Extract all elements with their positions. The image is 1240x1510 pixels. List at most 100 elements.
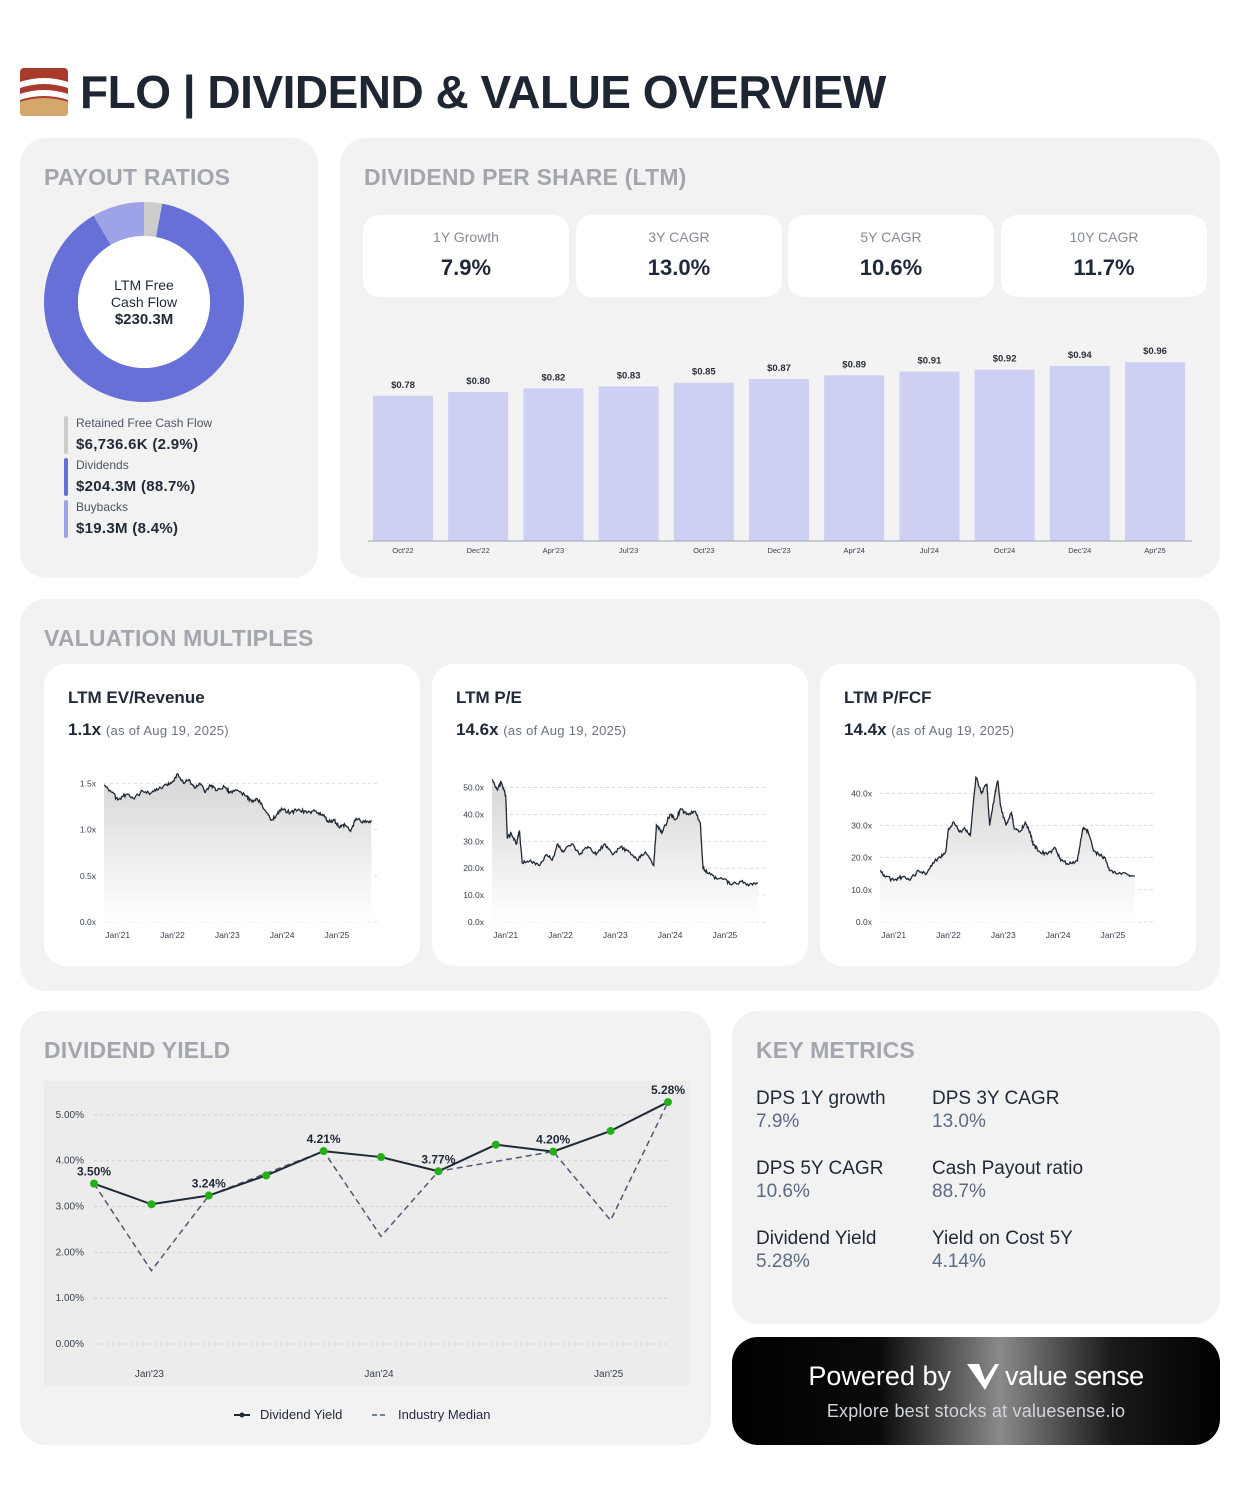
y-tick-label: 40.0x — [463, 809, 485, 819]
area-line — [879, 775, 1136, 883]
x-tick-label: Jan'22 — [936, 930, 961, 940]
stat-3y-cagr: 3Y CAGR 13.0% — [576, 215, 782, 297]
powered-by-banner[interactable]: Powered by value sense Explore best stoc… — [732, 1337, 1220, 1445]
dps-bar — [974, 369, 1035, 541]
dividend-yield-point — [377, 1153, 385, 1162]
legend-item-dividends: Dividends $204.3M (88.7%) — [64, 458, 212, 500]
yield-y-tick: 2.00% — [56, 1247, 84, 1258]
dps-bar — [448, 392, 509, 541]
dps-x-tick: Jul'24 — [920, 546, 939, 555]
key-metrics-card: KEY METRICS DPS 1Y growth 7.9% DPS 3Y CA… — [732, 1011, 1220, 1324]
yield-section-title: DIVIDEND YIELD — [44, 1037, 231, 1063]
page-title: FLO | DIVIDEND & VALUE OVERVIEW — [80, 66, 886, 118]
yield-y-tick: 3.00% — [56, 1202, 84, 1213]
dps-bar-label: $0.96 — [1143, 346, 1167, 357]
dividend-yield-chart: 0.00% 1.00% 2.00% 3.00% 4.00% 5.00% Jan'23 Jan'… — [44, 1081, 690, 1422]
y-tick-label: 30.0x — [851, 820, 873, 830]
area-fill — [880, 777, 1135, 922]
x-tick-label: Jan'22 — [160, 930, 185, 940]
dps-x-tick: Apr'23 — [543, 546, 564, 555]
donut-slice-buybacks — [93, 202, 144, 245]
dividend-yield-point — [262, 1171, 271, 1180]
donut-hole — [78, 236, 210, 368]
dps-bar-label: $0.82 — [542, 372, 566, 383]
dps-x-tick: Apr'24 — [843, 546, 864, 555]
metric-yield-on-cost-5y: Yield on Cost 5Y 4.14% — [932, 1228, 1107, 1273]
valuation-multiples-card: VALUATION MULTIPLES LTM EV/Revenue 1.1x … — [20, 599, 1220, 991]
x-tick-label: Jan'21 — [105, 930, 130, 940]
donut-center-line2: Cash Flow — [110, 293, 178, 310]
metric-cash-payout-ratio: Cash Payout ratio 88.7% — [932, 1158, 1107, 1203]
yield-y-tick: 1.00% — [56, 1293, 84, 1304]
metric-dps-3y-cagr: DPS 3Y CAGR 13.0% — [932, 1088, 1107, 1133]
stat-value: 10.6% — [859, 255, 923, 280]
legend-swatch — [64, 500, 68, 538]
stat-label: 5Y CAGR — [860, 229, 922, 245]
metric-value: 5.28% — [756, 1251, 810, 1272]
powered-tagline: Explore best stocks at valuesense.io — [826, 1401, 1126, 1421]
legend-swatch — [64, 416, 68, 454]
stat-value: 7.9% — [440, 255, 492, 280]
yield-plot-bg — [44, 1081, 690, 1386]
x-tick-label: Jan'22 — [548, 930, 573, 940]
dps-bar — [523, 388, 584, 541]
metric-dps-1y-growth: DPS 1Y growth 7.9% — [756, 1088, 931, 1133]
industry-median-line — [93, 1101, 669, 1272]
dps-bar-chart: $0.78 Oct'22 $0.80 Dec'22 $0.82 Apr'23 $0.83 Ju… — [364, 321, 1196, 561]
mult-title: LTM P/E — [456, 688, 522, 707]
dps-bar-label: $0.80 — [466, 376, 490, 387]
dividend-yield-card: DIVIDEND YIELD 0.00% 1.00% 2.00% 3.00% 4.00%… — [20, 1011, 711, 1445]
dps-section-title: DIVIDEND PER SHARE (LTM) — [364, 164, 687, 190]
dividend-yield-point — [319, 1147, 328, 1156]
metric-label: Dividend Yield — [756, 1228, 877, 1249]
legend-swatch — [64, 458, 68, 496]
stat-value: 11.7% — [1073, 255, 1135, 280]
stat-label: 3Y CAGR — [648, 229, 710, 245]
metric-label: DPS 1Y growth — [756, 1088, 886, 1109]
dps-x-tick: Dec'22 — [467, 546, 490, 555]
pfcf-card: LTM P/FCF 14.4x (as of Aug 19, 2025) 0.0… — [820, 664, 1196, 966]
dps-bar-label: $0.91 — [918, 356, 942, 367]
x-tick-label: Jan'25 — [325, 930, 350, 940]
y-tick-label: 40.0x — [851, 788, 873, 798]
yield-x-tick: Jan'25 — [594, 1369, 624, 1380]
y-tick-label: 1.0x — [80, 825, 97, 835]
donut-center-label: LTM Free Cash Flow $230.3M — [44, 202, 244, 402]
dps-bar — [749, 379, 809, 541]
payout-ratios-card: PAYOUT RATIOS LTM Free Cash Flow $230.3M… — [20, 138, 318, 578]
metric-value: 7.9% — [756, 1111, 800, 1132]
x-tick-label: Jan'25 — [713, 930, 738, 940]
dividend-yield-label: 4.21% — [307, 1132, 341, 1146]
dividend-yield-point — [90, 1179, 98, 1188]
legend-item-retained: Retained Free Cash Flow $6,736.6K (2.9%) — [64, 416, 212, 458]
stat-5y-cagr: 5Y CAGR 10.6% — [788, 215, 994, 297]
legend-label: Dividends — [76, 458, 129, 472]
legend-label-industry-median: Industry Median — [398, 1407, 491, 1422]
dividend-yield-point — [434, 1167, 443, 1176]
stat-1y-growth: 1Y Growth 7.9% — [363, 215, 569, 297]
yield-legend: Dividend Yield Industry Median — [234, 1407, 491, 1422]
pe-card: LTM P/E 14.6x (as of Aug 19, 2025) 0.0x 1… — [432, 664, 808, 966]
legend-label-dividend-yield: Dividend Yield — [260, 1407, 342, 1422]
flowers-foods-logo-icon — [20, 68, 68, 116]
yield-y-tick: 0.00% — [56, 1339, 84, 1350]
metrics-section-title: KEY METRICS — [756, 1037, 915, 1063]
dps-x-tick: Oct'23 — [693, 546, 714, 555]
dps-x-tick: Dec'23 — [767, 546, 790, 555]
stat-label: 1Y Growth — [433, 229, 499, 245]
dividend-yield-label: 3.50% — [77, 1165, 111, 1179]
dps-bar — [373, 395, 433, 541]
x-tick-label: Jan'23 — [991, 930, 1016, 940]
dividend-yield-point — [549, 1147, 558, 1156]
yield-x-tick: Jan'24 — [364, 1369, 394, 1380]
dps-bar — [673, 382, 734, 541]
area-fill — [492, 779, 758, 922]
ev-revenue-chart: 0.0x 0.5x 1.0x 1.5x Jan'21 Jan'22 Jan'23 Jan'24… — [80, 773, 378, 940]
x-tick-label: Jan'24 — [658, 930, 683, 940]
payout-section-title: PAYOUT RATIOS — [44, 164, 231, 190]
mult-title: LTM EV/Revenue — [68, 688, 205, 707]
area-line — [103, 773, 372, 833]
dividend-yield-point — [147, 1200, 156, 1209]
x-tick-label: Jan'21 — [493, 930, 518, 940]
pfcf-chart: 0.0x 10.0x 20.0x 30.0x 40.0x Jan'21 Jan'22 Jan'… — [851, 775, 1154, 940]
